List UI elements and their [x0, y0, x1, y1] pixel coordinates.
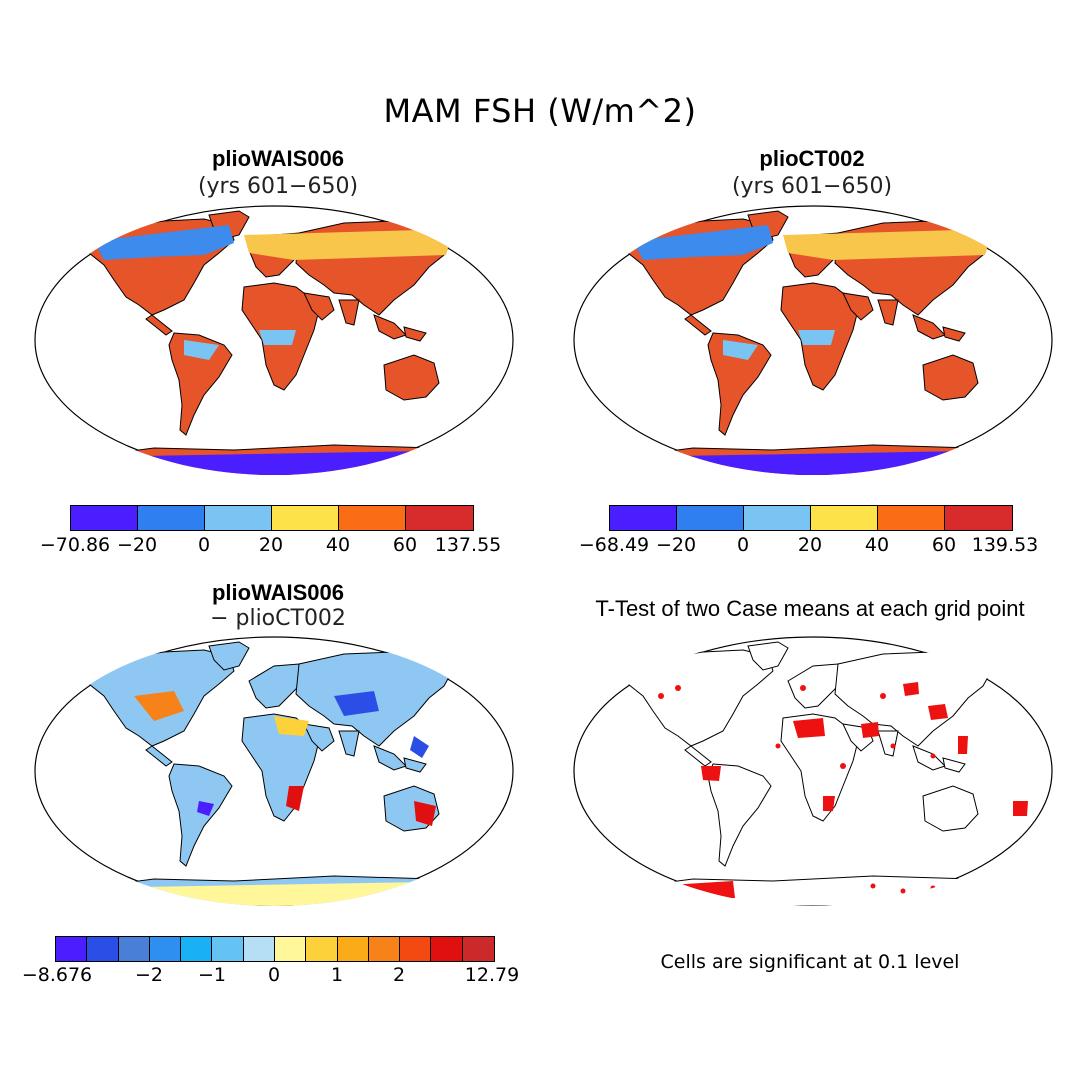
panel4-title: T-Test of two Case means at each grid po… [595, 596, 1025, 621]
cb1-swatch [339, 506, 406, 530]
cb2-tick: 0 [736, 534, 750, 556]
panel4-map [573, 636, 1053, 906]
cb3-swatch [87, 937, 119, 961]
cb3-swatch [56, 937, 88, 961]
panel1-subtitle: (yrs 601−650) [197, 174, 359, 199]
cb1-tick: 0 [197, 534, 211, 556]
panel1-map [34, 205, 514, 475]
cb3-tick: −2 [134, 964, 164, 986]
cb2-tick: 60 [931, 534, 957, 556]
cb3-tick: −1 [197, 964, 227, 986]
cb3-tick: 0 [267, 964, 281, 986]
panel3-subtitle: − plioCT002 [210, 606, 346, 631]
cb2-tick: −20 [655, 534, 697, 556]
cb3-tick: 1 [330, 964, 344, 986]
cb2-tick: 139.53 [971, 534, 1039, 556]
cb1-swatch [272, 506, 339, 530]
cb2-swatch [677, 506, 744, 530]
cb3-swatch [274, 937, 307, 961]
cb3-tick: 2 [392, 964, 406, 986]
cb3-swatch [462, 937, 494, 961]
cb3-swatch [368, 937, 401, 961]
cb1-swatch [71, 506, 138, 530]
colorbar-1 [70, 505, 474, 531]
panel1-title: plioWAIS006 [211, 146, 345, 171]
panel3-map [34, 636, 514, 906]
cb3-swatch [243, 937, 275, 961]
cb1-tick: −70.86 [39, 534, 111, 556]
cb1-swatch [205, 506, 272, 530]
cb2-swatch [610, 506, 677, 530]
cb1-tick: 137.55 [434, 534, 502, 556]
cb3-swatch [400, 937, 432, 961]
cb2-swatch [945, 506, 1012, 530]
cb3-swatch [337, 937, 369, 961]
panel2-map [573, 205, 1053, 475]
panel2-subtitle: (yrs 601−650) [731, 174, 893, 199]
cb2-swatch [811, 506, 878, 530]
cb2-tick: 40 [864, 534, 890, 556]
cb3-swatch [149, 937, 182, 961]
cb2-tick: −68.49 [578, 534, 650, 556]
cb3-tick: −8.676 [21, 964, 93, 986]
colorbar-3 [55, 936, 495, 962]
significance-note: Cells are significant at 0.1 level [660, 951, 960, 973]
panel3-title: plioWAIS006 [211, 580, 345, 605]
cb2-tick: 20 [797, 534, 823, 556]
cb1-tick: 60 [392, 534, 418, 556]
colorbar-2 [609, 505, 1013, 531]
cb1-swatch [138, 506, 205, 530]
cb3-swatch [306, 937, 338, 961]
cb3-swatch [118, 937, 150, 961]
cb2-swatch [744, 506, 811, 530]
cb1-tick: −20 [116, 534, 158, 556]
cb3-swatch [212, 937, 244, 961]
cb2-swatch [878, 506, 945, 530]
cb3-swatch [431, 937, 463, 961]
cb3-swatch [181, 937, 213, 961]
cb1-swatch [406, 506, 473, 530]
panel2-title: plioCT002 [759, 146, 865, 171]
figure-title: MAM FSH (W/m^2) [383, 92, 697, 130]
cb1-tick: 20 [258, 534, 284, 556]
cb3-tick: 12.79 [464, 964, 520, 986]
cb1-tick: 40 [325, 534, 351, 556]
